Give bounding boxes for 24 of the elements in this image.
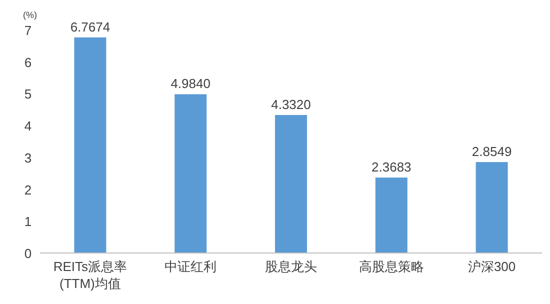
- y-tick-label: 3: [24, 150, 32, 166]
- y-tick-label: 1: [24, 214, 32, 230]
- data-label: 2.3683: [372, 160, 412, 175]
- x-tick-label: 股息龙头: [265, 259, 317, 274]
- y-tick-label: 0: [24, 246, 32, 261]
- data-label: 2.8549: [472, 144, 512, 160]
- x-tick-label: 高股息策略: [358, 259, 424, 274]
- y-tick-label: 6: [24, 54, 32, 70]
- data-label: 4.3320: [271, 96, 311, 112]
- data-label: 6.7674: [70, 19, 110, 34]
- y-tick-label: 2: [24, 182, 32, 198]
- bar: [174, 94, 207, 253]
- bar: [74, 37, 106, 253]
- bar: [476, 162, 508, 253]
- data-label: 4.9840: [170, 76, 210, 92]
- x-tick-label: REITs派息率 (TTM)均值: [53, 259, 128, 291]
- x-tick-label: 中证红利: [164, 259, 217, 274]
- y-axis-title: (%): [23, 10, 37, 20]
- bar: [375, 178, 408, 253]
- x-tick-label: 沪深300: [468, 259, 516, 274]
- y-tick-label: 7: [24, 23, 32, 38]
- bar: [275, 114, 307, 253]
- y-tick-label: 5: [24, 86, 32, 102]
- y-tick-label: 4: [24, 118, 32, 134]
